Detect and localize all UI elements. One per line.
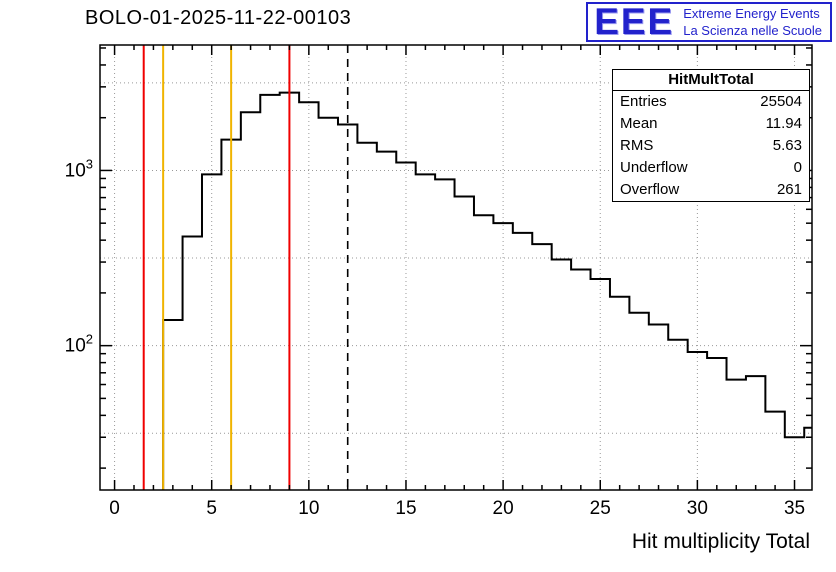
stats-row-value: 5.63: [772, 137, 802, 154]
stats-row: Mean 11.94: [613, 113, 809, 135]
stats-row-value: 25504: [760, 93, 802, 110]
x-tick-labels: 0 5 10 15 20 25 30 35: [109, 498, 805, 519]
x-tick-label: 30: [687, 498, 708, 519]
x-tick-label: 5: [206, 498, 217, 519]
stats-row-label: RMS: [620, 137, 654, 154]
stats-rows: Entries 25504 Mean 11.94 RMS 5.63 Underflow 0 Ov…: [613, 91, 809, 201]
histogram-line: [162, 91, 812, 490]
stats-row-label: Entries: [620, 93, 667, 110]
stats-row-label: Overflow: [620, 181, 680, 198]
stats-box-title: HitMultTotal: [613, 70, 809, 91]
eee-logo-line1: Extreme Energy Events: [683, 6, 820, 21]
stats-row: Underflow 0: [613, 157, 809, 179]
eee-logo-lines: Extreme Energy Events La Scienza nelle S…: [683, 5, 822, 39]
x-tick-label: 0: [109, 498, 120, 519]
eee-logo: EEE Extreme Energy Events La Scienza nel…: [586, 2, 832, 42]
y-tick-labels: 102 103: [65, 156, 93, 356]
stats-row: Overflow 261: [613, 179, 809, 201]
stats-row-value: 0: [793, 159, 802, 176]
stats-row-label: Underflow: [620, 159, 688, 176]
grid: [100, 45, 812, 490]
x-tick-label: 15: [395, 498, 416, 519]
axis-ticks: [100, 45, 812, 490]
stats-box: HitMultTotal Entries 25504 Mean 11.94 RMS 5.6…: [612, 69, 810, 202]
y-tick-label: 103: [65, 156, 93, 181]
eee-logo-acronym: EEE: [594, 1, 675, 42]
stats-row-label: Mean: [620, 115, 658, 132]
x-tick-label: 10: [298, 498, 319, 519]
y-tick-label: 102: [65, 332, 93, 357]
stats-row-value: 11.94: [765, 115, 802, 132]
plot-title: BOLO-01-2025-11-22-00103: [85, 7, 352, 29]
x-tick-label: 25: [590, 498, 611, 519]
stats-row-value: 261: [776, 181, 802, 198]
eee-logo-line2: La Scienza nelle Scuole: [683, 23, 822, 38]
x-tick-label: 35: [784, 498, 805, 519]
plot-frame: [99, 44, 813, 491]
stats-row: RMS 5.63: [613, 135, 809, 157]
x-tick-label: 20: [493, 498, 514, 519]
stats-row: Entries 25504: [613, 91, 809, 113]
x-axis-title: Hit multiplicity Total: [632, 530, 810, 553]
